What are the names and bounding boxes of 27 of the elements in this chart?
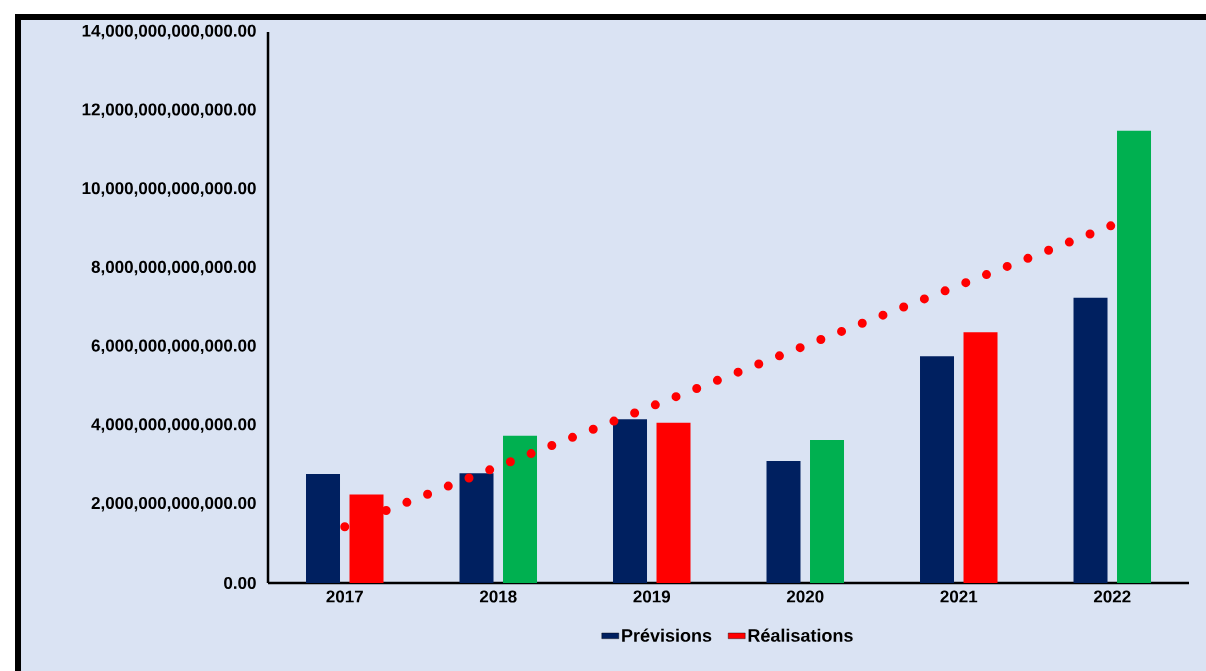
y-tick-label: 0.00 xyxy=(224,576,256,590)
legend-label: Prévisions xyxy=(622,628,712,642)
bar xyxy=(656,422,691,583)
bar xyxy=(810,440,845,583)
legend-label: Réalisations xyxy=(748,628,853,642)
x-tick-label: 2017 xyxy=(326,590,363,603)
bar xyxy=(920,356,955,583)
x-tick-label: 2020 xyxy=(786,590,824,603)
y-tick-label: 12,000,000,000,000.00 xyxy=(82,103,256,118)
bar xyxy=(613,419,648,583)
bar xyxy=(306,473,341,583)
bar xyxy=(459,473,494,583)
bar xyxy=(766,460,801,583)
bar xyxy=(963,332,998,583)
bar xyxy=(1073,297,1108,583)
y-tick-label: 4,000,000,000,000.00 xyxy=(91,418,256,433)
y-tick-label: 2,000,000,000,000.00 xyxy=(91,497,256,512)
y-tick-label: 6,000,000,000,000.00 xyxy=(91,339,256,355)
x-tick-label: 2019 xyxy=(633,590,671,603)
y-tick-label: 8,000,000,000,000.00 xyxy=(91,260,256,276)
bar xyxy=(1117,130,1152,583)
y-tick-label: 14,000,000,000,000.00 xyxy=(82,24,256,40)
x-tick-label: 2022 xyxy=(1093,590,1131,603)
x-tick-label: 2021 xyxy=(940,590,978,603)
bar xyxy=(503,435,538,583)
x-tick-label: 2018 xyxy=(479,590,517,603)
y-tick-label: 10,000,000,000,000.00 xyxy=(82,182,256,197)
